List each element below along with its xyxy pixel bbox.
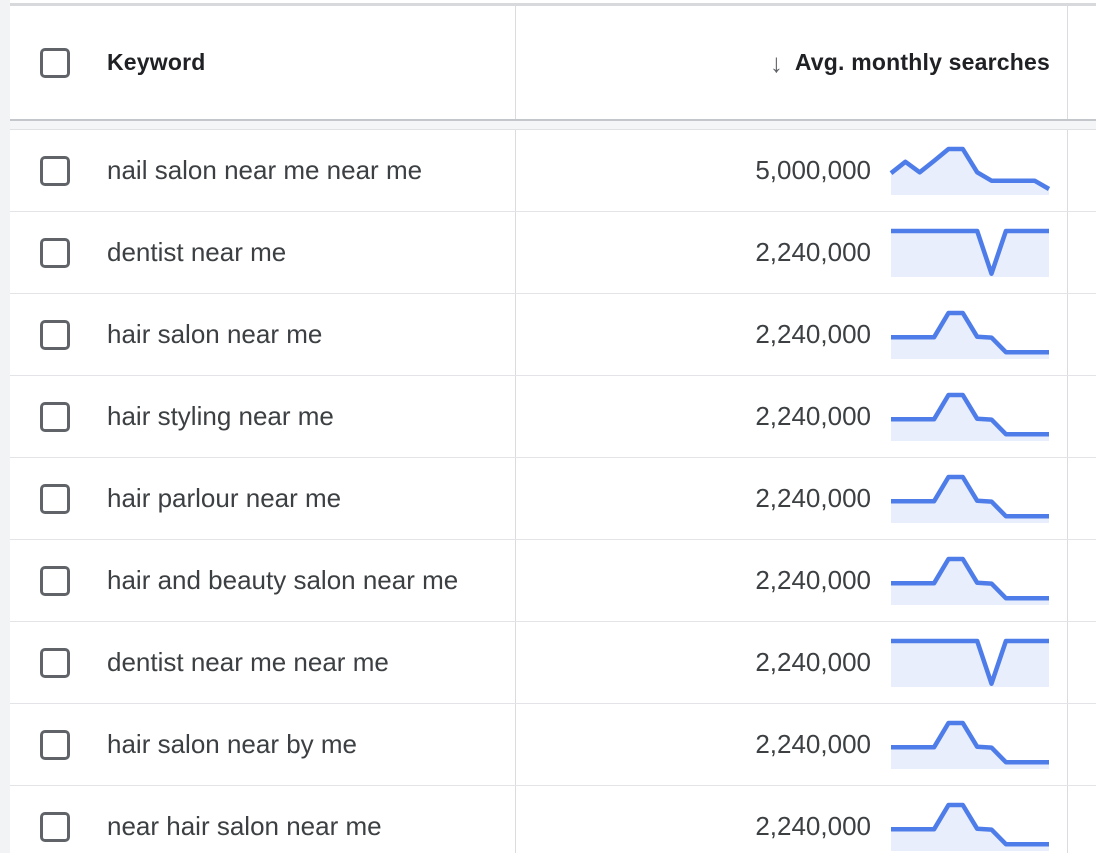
- avg-monthly-searches-value: 2,240,000: [755, 401, 871, 431]
- keyword-text: hair salon near me: [107, 319, 323, 349]
- avg-monthly-searches-cell: 2,240,000: [515, 294, 1067, 375]
- keyword-header-cell: Keyword: [10, 6, 515, 119]
- keyword-text: near hair salon near me: [107, 811, 382, 841]
- avg-monthly-searches-value: 2,240,000: [755, 811, 871, 841]
- search-trend-sparkline: [889, 473, 1051, 525]
- next-column-cell-partial: [1067, 376, 1096, 457]
- avg-monthly-searches-cell: 2,240,000: [515, 212, 1067, 293]
- row-checkbox[interactable]: [40, 483, 70, 514]
- keyword-text: nail salon near me near me: [107, 155, 423, 185]
- next-column-header-partial: [1067, 6, 1096, 119]
- search-trend-sparkline: [889, 555, 1051, 607]
- keyword-text: hair parlour near me: [107, 483, 342, 513]
- keyword-text: hair and beauty salon near me: [107, 565, 459, 595]
- keyword-cell: near hair salon near me: [10, 786, 515, 853]
- search-trend-sparkline: [889, 801, 1051, 853]
- avg-monthly-searches-cell: 2,240,000: [515, 786, 1067, 853]
- keyword-text: hair styling near me: [107, 401, 334, 431]
- row-checkbox[interactable]: [40, 237, 70, 268]
- avg-monthly-searches-value: 2,240,000: [755, 319, 871, 349]
- next-column-cell-partial: [1067, 212, 1096, 293]
- search-trend-sparkline: [889, 391, 1051, 443]
- keyword-cell: dentist near me near me: [10, 622, 515, 703]
- sort-descending-arrow-icon[interactable]: ↓: [769, 47, 783, 78]
- row-checkbox[interactable]: [40, 811, 70, 842]
- next-column-cell-partial: [1067, 458, 1096, 539]
- table-row[interactable]: nail salon near me near me 5,000,000: [10, 130, 1096, 212]
- table-row[interactable]: dentist near me near me 2,240,000: [10, 622, 1096, 704]
- avg-monthly-searches-cell: 2,240,000: [515, 622, 1067, 703]
- table-row[interactable]: hair salon near me 2,240,000: [10, 294, 1096, 376]
- avg-monthly-searches-value: 5,000,000: [755, 155, 871, 185]
- search-trend-sparkline: [889, 637, 1051, 689]
- search-trend-sparkline: [889, 227, 1051, 279]
- avg-monthly-searches-cell: 2,240,000: [515, 376, 1067, 457]
- row-checkbox[interactable]: [40, 729, 70, 760]
- avg-monthly-searches-column-header[interactable]: Avg. monthly searches: [794, 49, 1050, 75]
- keyword-cell: hair and beauty salon near me: [10, 540, 515, 621]
- table-body: nail salon near me near me 5,000,000 den…: [10, 130, 1096, 853]
- table-header-row: Keyword ↓ Avg. monthly searches: [10, 6, 1096, 121]
- avg-monthly-searches-value: 2,240,000: [755, 565, 871, 595]
- avg-monthly-searches-cell: 5,000,000: [515, 130, 1067, 211]
- row-checkbox[interactable]: [40, 565, 70, 596]
- next-column-cell-partial: [1067, 786, 1096, 853]
- keyword-cell: hair salon near me: [10, 294, 515, 375]
- keyword-cell: nail salon near me near me: [10, 130, 515, 211]
- keyword-cell: dentist near me: [10, 212, 515, 293]
- select-all-checkbox[interactable]: [40, 47, 70, 78]
- table-row[interactable]: near hair salon near me 2,240,000: [10, 786, 1096, 853]
- keyword-text: dentist near me near me: [107, 647, 389, 677]
- avg-monthly-searches-value: 2,240,000: [755, 237, 871, 267]
- avg-monthly-searches-value: 2,240,000: [755, 729, 871, 759]
- header-scroll-band: [10, 121, 1096, 130]
- avg-monthly-searches-cell: 2,240,000: [515, 704, 1067, 785]
- next-column-cell-partial: [1067, 704, 1096, 785]
- table-row[interactable]: hair parlour near me 2,240,000: [10, 458, 1096, 540]
- search-trend-sparkline: [889, 309, 1051, 361]
- avg-monthly-searches-value: 2,240,000: [755, 647, 871, 677]
- avg-monthly-searches-value: 2,240,000: [755, 483, 871, 513]
- row-checkbox[interactable]: [40, 319, 70, 350]
- avg-monthly-searches-header-cell: ↓ Avg. monthly searches: [515, 6, 1067, 119]
- keyword-text: dentist near me: [107, 237, 287, 267]
- row-checkbox[interactable]: [40, 647, 70, 678]
- keyword-cell: hair styling near me: [10, 376, 515, 457]
- page-left-margin: [0, 0, 10, 853]
- next-column-cell-partial: [1067, 130, 1096, 211]
- search-trend-sparkline: [889, 145, 1051, 197]
- keyword-results-table: Keyword ↓ Avg. monthly searches nail sal…: [10, 3, 1096, 853]
- next-column-cell-partial: [1067, 294, 1096, 375]
- next-column-cell-partial: [1067, 622, 1096, 703]
- avg-monthly-searches-cell: 2,240,000: [515, 540, 1067, 621]
- next-column-cell-partial: [1067, 540, 1096, 621]
- table-row[interactable]: hair salon near by me 2,240,000: [10, 704, 1096, 786]
- avg-monthly-searches-cell: 2,240,000: [515, 458, 1067, 539]
- search-trend-sparkline: [889, 719, 1051, 771]
- row-checkbox[interactable]: [40, 155, 70, 186]
- row-checkbox[interactable]: [40, 401, 70, 432]
- keyword-cell: hair salon near by me: [10, 704, 515, 785]
- table-row[interactable]: dentist near me 2,240,000: [10, 212, 1096, 294]
- keyword-cell: hair parlour near me: [10, 458, 515, 539]
- keyword-column-header[interactable]: Keyword: [107, 49, 206, 75]
- keyword-text: hair salon near by me: [107, 729, 358, 759]
- table-row[interactable]: hair styling near me 2,240,000: [10, 376, 1096, 458]
- table-row[interactable]: hair and beauty salon near me 2,240,000: [10, 540, 1096, 622]
